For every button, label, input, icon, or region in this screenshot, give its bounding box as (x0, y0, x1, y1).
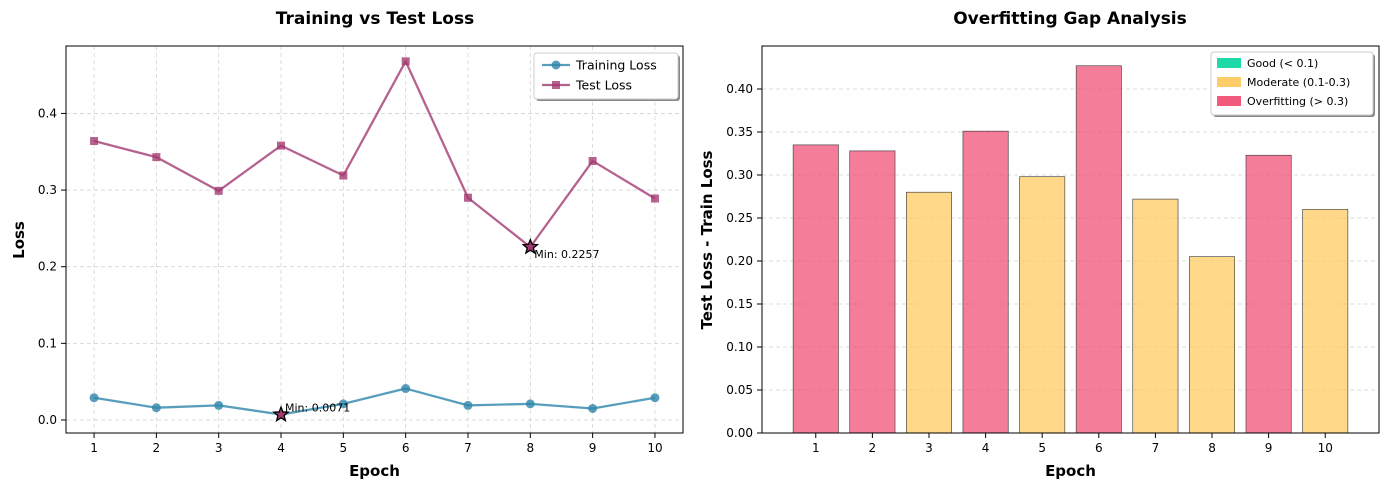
chart2-ytick-label: 0.25 (726, 211, 753, 225)
chart2-ytick-label: 0.15 (726, 297, 753, 311)
chart2-xlabel: Epoch (1045, 462, 1096, 480)
chart2-legend-label: Overfitting (> 0.3) (1247, 95, 1348, 108)
chart2-xtick-label: 4 (982, 441, 990, 455)
chart1-point (338, 399, 348, 409)
chart2-bar (849, 150, 896, 434)
chart2-xtick-label: 8 (1208, 441, 1216, 455)
chart2-bars (792, 65, 1349, 434)
chart1-point (89, 393, 99, 403)
chart1-point (650, 393, 660, 403)
chart1-series (89, 57, 660, 420)
chart2-bar (906, 191, 952, 434)
chart1-xtick-label: 3 (215, 441, 223, 455)
chart2-legend-label: Moderate (0.1-0.3) (1247, 76, 1350, 89)
chart2-ylabel: Test Loss - Train Loss (698, 150, 716, 329)
chart2-legend-label: Good (< 0.1) (1247, 57, 1318, 70)
chart2-bar (962, 130, 1009, 434)
chart1-grid (66, 46, 683, 433)
chart1-xtick-label: 2 (153, 441, 161, 455)
chart2-bar (1075, 65, 1122, 434)
chart2-xtick-label: 1 (812, 441, 820, 455)
chart2-legend-swatch (1217, 96, 1241, 106)
chart1-series-line (93, 60, 656, 249)
chart1-point (214, 186, 223, 195)
chart1-ytick-label: 0.1 (38, 336, 57, 350)
chart1-ytick-label: 0.3 (38, 183, 57, 197)
chart1-legend-swatch-marker (552, 81, 560, 89)
chart1-point (214, 400, 224, 410)
chart2-ytick-label: 0.10 (726, 340, 753, 354)
chart2-ytick-label: 0.00 (726, 426, 753, 440)
chart2-xtick-label: 3 (925, 441, 933, 455)
chart1-min-star-marker (521, 237, 540, 255)
chart1-title: Training vs Test Loss (276, 9, 474, 29)
chart1-point (277, 141, 286, 150)
chart1-point (401, 57, 410, 66)
chart1-legend-label: Test Loss (575, 78, 632, 93)
chart2-bar (1302, 209, 1349, 434)
chart2-legend-swatch (1217, 77, 1241, 87)
chart2-xtick-label: 9 (1265, 441, 1273, 455)
chart2-xtick-label: 6 (1095, 441, 1103, 455)
chart1-point (339, 171, 348, 180)
chart1-legend: Training Loss Test Loss (533, 52, 680, 101)
chart1-point (90, 137, 99, 146)
chart2-xtick-label: 10 (1318, 441, 1333, 455)
chart1-point (650, 194, 659, 203)
chart1-point (463, 193, 472, 202)
chart2-bar (1245, 154, 1292, 434)
chart1-min-star-marker (272, 405, 290, 423)
chart1-xtick-label: 6 (402, 441, 410, 455)
chart1-xtick-label: 8 (526, 441, 534, 455)
chart1-annotation-label: Min: 0.0071 (285, 402, 350, 415)
loss-line-chart: Training vs Test Loss 1 2 3 4 5 6 7 8 9 10 0.0 0.1 0… (10, 9, 684, 480)
chart1-ytick-label: 0.4 (38, 106, 57, 120)
chart1-ylabel: Loss (10, 221, 28, 259)
chart2-title: Overfitting Gap Analysis (953, 9, 1187, 29)
chart1-point (151, 403, 161, 413)
chart2-legend-box (1210, 51, 1374, 116)
chart1-point (463, 400, 473, 410)
chart1-xtick-label: 4 (277, 441, 285, 455)
chart2-bar (1132, 198, 1179, 434)
chart2-ytick-label: 0.30 (726, 168, 753, 182)
chart1-annotations: Min: 0.0071 Min: 0.2257 (272, 237, 600, 423)
chart2-ytick-label: 0.20 (726, 254, 753, 268)
chart2-legend: Good (< 0.1) Moderate (0.1-0.3) Overfittin… (1210, 51, 1375, 117)
chart2-ytick-label: 0.35 (726, 125, 753, 139)
chart1-annotation-label: Min: 0.2257 (534, 248, 599, 261)
chart1-point (525, 399, 535, 409)
chart1-series-line (93, 387, 656, 416)
chart2-xtick-label: 2 (869, 441, 877, 455)
chart1-point (152, 153, 161, 162)
chart2-ticks: 0.00 0.05 0.10 0.15 0.20 0.25 0.30 0.35 0.40 1 2 3 4… (726, 82, 1333, 455)
chart2-ytick-label: 0.40 (726, 82, 753, 96)
chart1-xtick-label: 5 (340, 441, 348, 455)
chart2-bar (1189, 256, 1235, 434)
gap-bar-chart: Overfitting Gap Analysis 0.00 0.05 0.10 0.1… (698, 9, 1380, 480)
chart2-plot-frame (761, 45, 1380, 434)
chart1-ytick-label: 0.2 (38, 260, 57, 274)
chart2-xtick-label: 5 (1038, 441, 1046, 455)
chart1-xtick-label: 9 (589, 441, 597, 455)
chart1-ytick-label: 0.0 (38, 413, 57, 427)
chart1-xtick-label: 10 (647, 441, 662, 455)
chart2-bar (1019, 176, 1066, 434)
chart1-point (401, 384, 411, 394)
chart1-legend-swatch-marker (551, 60, 561, 70)
chart2-xtick-label: 7 (1152, 441, 1160, 455)
chart2-ytick-label: 0.05 (726, 383, 753, 397)
chart1-point (588, 156, 597, 165)
chart1-ticks: 1 2 3 4 5 6 7 8 9 10 0.0 0.1 0.2 0.3 0.4 (38, 106, 663, 455)
chart1-plot-frame (65, 45, 684, 434)
chart1-point (588, 403, 598, 413)
chart1-xtick-label: 1 (90, 441, 98, 455)
chart2-legend-swatch (1217, 58, 1241, 68)
chart1-legend-label: Training Loss (575, 58, 657, 73)
chart2-bar (792, 144, 839, 434)
chart1-xlabel: Epoch (349, 462, 400, 480)
chart1-xtick-label: 7 (464, 441, 472, 455)
